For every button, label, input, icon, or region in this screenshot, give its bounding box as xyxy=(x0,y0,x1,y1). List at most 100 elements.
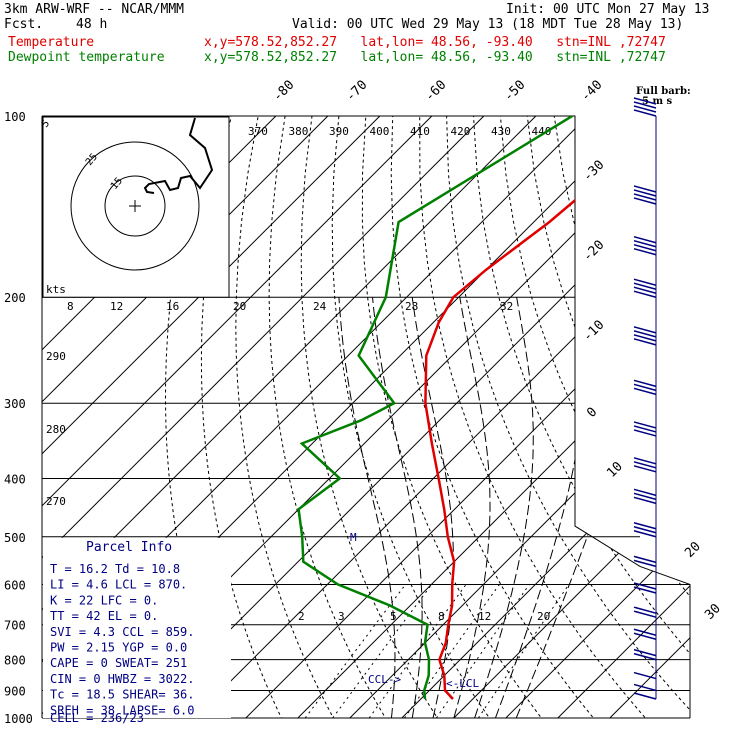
wind-barb-flag xyxy=(633,197,657,205)
hodograph-unit-label: kts xyxy=(46,283,66,296)
model-title: 3km ARW-WRF -- NCAR/MMM xyxy=(4,2,185,17)
wind-barb-flag xyxy=(633,559,657,568)
wind-barb-flag xyxy=(633,278,657,286)
pressure-tick-label: 100 xyxy=(4,110,26,124)
theta-e-label: 440 xyxy=(532,125,552,138)
wind-barb-flag xyxy=(633,526,657,534)
isotherm-line xyxy=(349,116,690,718)
parcel-info-cell: CELL = 236/23 xyxy=(50,711,144,725)
moist-adiabat-line xyxy=(372,297,423,718)
dewpoint-profile xyxy=(297,116,573,700)
forecast-label: Fcst. xyxy=(4,17,44,32)
dry-adiabat-line xyxy=(446,116,690,718)
forecast-hour: 48 h xyxy=(76,17,108,32)
wind-barb-flag xyxy=(633,379,657,388)
dry-adiabat-line xyxy=(580,116,690,718)
parcel-info-row: CAPE = 0 SWEAT= 251 xyxy=(50,656,187,670)
isotherm-line xyxy=(401,116,690,718)
isotherm-label: -30 xyxy=(580,158,607,185)
theta-e-label: 390 xyxy=(329,125,349,138)
dry-adiabat-line xyxy=(419,116,658,718)
wind-barb-flag xyxy=(633,185,657,193)
wind-barb-flag xyxy=(633,244,657,252)
isotherm-label: -40 xyxy=(578,78,605,105)
wind-barb-flag xyxy=(633,465,657,473)
wind-barb-flag xyxy=(633,105,657,113)
parcel-info-row: LI = 4.6 LCL = 870. xyxy=(50,578,187,592)
isotherm-label: -60 xyxy=(422,78,449,105)
pressure-tick-label: 200 xyxy=(4,291,26,305)
theta-e-label: 370 xyxy=(248,125,268,138)
isotherm-line xyxy=(42,116,485,718)
wind-legend-units: 5 m s xyxy=(642,96,673,107)
dry-adiabat-line xyxy=(235,116,341,718)
isotherm-label: -50 xyxy=(501,78,528,105)
mixing-ratio-label: 2 xyxy=(298,610,305,623)
theta-label: 290 xyxy=(46,350,66,363)
wind-barb-flag xyxy=(633,189,657,197)
mixing-ratio-label: 8 xyxy=(67,300,74,313)
pressure-tick-label: 500 xyxy=(4,531,26,545)
moist-adiabat-line xyxy=(338,297,396,718)
theta-label: 280 xyxy=(46,423,66,436)
mixing-ratio-line xyxy=(477,584,570,718)
hodograph-ring-outer xyxy=(70,141,200,271)
moist-adiabat-line xyxy=(453,297,491,718)
parcel-info-row: SVI = 4.3 CCL = 859. xyxy=(50,625,195,639)
dry-adiabat-line xyxy=(300,116,447,718)
temperature-profile xyxy=(424,116,672,700)
isotherm-label: -70 xyxy=(343,78,370,105)
dry-adiabat-line xyxy=(499,116,690,718)
isotherm-line xyxy=(245,116,690,718)
valid-time: Valid: 00 UTC Wed 29 May 13 (18 MDT Tue … xyxy=(292,17,684,32)
wind-barb-flag xyxy=(633,628,657,637)
wind-barb-flag xyxy=(633,610,657,618)
wind-barb-flag xyxy=(633,248,657,256)
pressure-tick-label: 1000 xyxy=(4,712,33,726)
isotherm-line xyxy=(193,116,690,718)
mixing-ratio-label: 32 xyxy=(500,300,513,313)
mixing-ratio-label: 28 xyxy=(405,300,418,313)
wind-barb-flag xyxy=(633,193,657,201)
isotherm-label: -10 xyxy=(580,318,607,345)
wind-barb-flag xyxy=(633,530,657,538)
dry-adiabat-line xyxy=(361,116,552,718)
dry-adiabat-line xyxy=(331,116,500,718)
mixing-ratio-label: 24 xyxy=(313,300,327,313)
isotherm-label: 30 xyxy=(702,601,724,623)
mixing-ratio-label: 3 xyxy=(338,610,345,623)
isotherm-line xyxy=(42,116,381,718)
dry-adiabat-line xyxy=(390,116,605,718)
theta-e-label: 380 xyxy=(289,125,309,138)
dewpoint-location: x,y=578.52,852.27 lat,lon= 48.56, -93.40… xyxy=(204,50,666,65)
dry-adiabat-line xyxy=(526,116,690,718)
mixing-ratio-label: 20 xyxy=(233,300,246,313)
parcel-info-row: TT = 42 EL = 0. xyxy=(50,609,158,623)
wind-barb-flag xyxy=(633,692,657,700)
parcel-info-title: Parcel Info xyxy=(86,540,172,555)
wind-barb-flag xyxy=(633,286,657,294)
wind-barb-flag xyxy=(633,648,657,657)
isotherm-label: -80 xyxy=(270,78,297,105)
wind-barb-flag xyxy=(633,461,657,469)
theta-e-label: 410 xyxy=(410,125,430,138)
wind-barb-flag xyxy=(633,582,657,590)
wind-barb-flag xyxy=(633,632,657,641)
temperature-legend-label: Temperature xyxy=(8,35,95,50)
isotherm-line xyxy=(609,116,690,718)
mixed-layer-marker: M xyxy=(350,531,357,544)
wind-barb-flag xyxy=(633,488,657,497)
wind-barb-flag xyxy=(633,421,657,429)
dry-adiabat-line xyxy=(661,116,690,718)
wind-barb-flag xyxy=(633,425,657,433)
theta-e-label: 430 xyxy=(491,125,511,138)
lcl-marker: <-LCL xyxy=(446,677,479,690)
parcel-info-row: CIN = 0 HWBZ = 3022. xyxy=(50,672,195,686)
mixing-ratio-label: 5 xyxy=(390,610,397,623)
parcel-info-row: T = 16.2 Td = 10.8 xyxy=(50,562,180,576)
wind-barb-flag xyxy=(633,586,657,594)
wind-barb-flag xyxy=(633,109,657,117)
isotherm-label: 0 xyxy=(584,405,600,421)
wind-barb-flag xyxy=(633,383,657,392)
